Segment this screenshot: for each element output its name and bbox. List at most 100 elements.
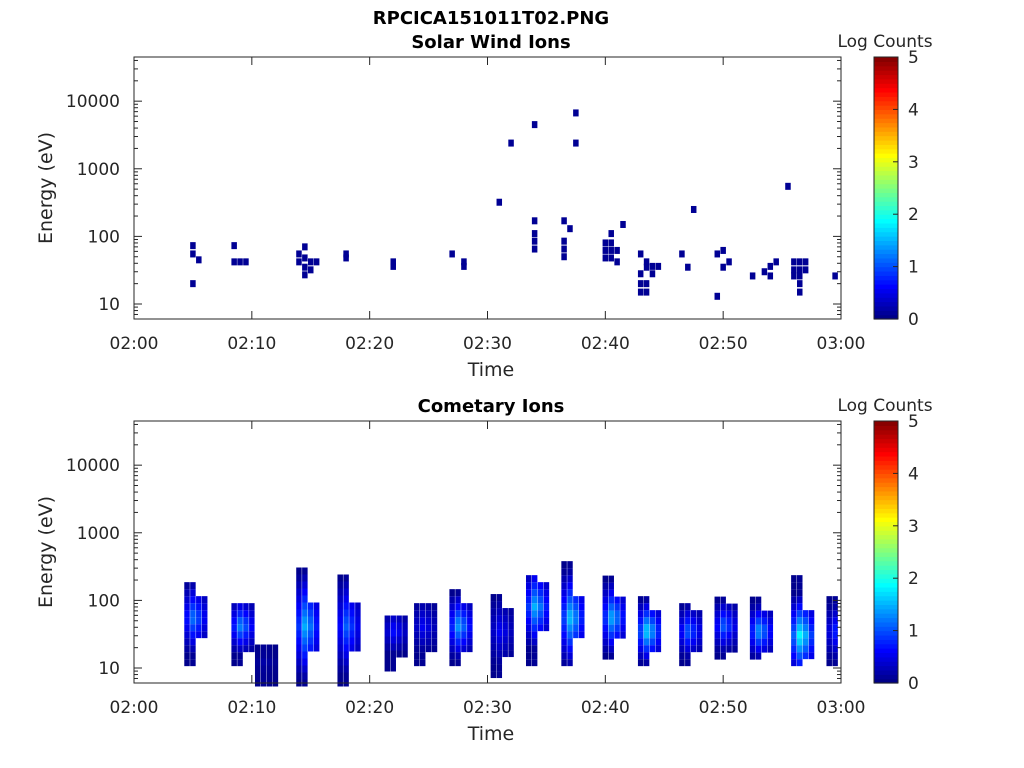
- colorbar-segment: [874, 170, 898, 176]
- heatmap-cell: [296, 672, 302, 680]
- heatmap-cell: [525, 603, 532, 611]
- heatmap-cell: [797, 603, 803, 611]
- heatmap-cell: [561, 645, 567, 653]
- heatmap-cell: [414, 631, 420, 639]
- heatmap-cell: [525, 617, 532, 625]
- heatmap-cell: [767, 617, 774, 625]
- heatmap-cell: [296, 665, 302, 673]
- heatmap-cell: [826, 610, 832, 618]
- heatmap-cell: [802, 631, 809, 639]
- heatmap-cell: [620, 617, 626, 625]
- heatmap-cell: [449, 631, 455, 639]
- heatmap-cell: [496, 601, 503, 609]
- heatmap-cell: [467, 631, 473, 639]
- x-tick-label: 02:30: [463, 334, 512, 354]
- heatmap-cell: [802, 266, 809, 274]
- heatmap-cell: [302, 672, 308, 680]
- heatmap-cell: [614, 603, 620, 611]
- heatmap-cell: [649, 638, 656, 646]
- heatmap-cell: [637, 659, 644, 667]
- colorbar-segment: [874, 279, 898, 285]
- heatmap-cell: [461, 631, 467, 639]
- heatmap-cell: [502, 629, 508, 637]
- heatmap-cell: [531, 575, 538, 583]
- heatmap-cell: [690, 645, 697, 653]
- heatmap-cell: [249, 610, 255, 618]
- heatmap-cell: [496, 657, 503, 665]
- heatmap-cell: [231, 624, 237, 632]
- heatmap-cell: [567, 603, 573, 611]
- heatmap-cell: [685, 659, 691, 667]
- heatmap-cell: [808, 610, 815, 618]
- heatmap-cell: [254, 651, 261, 659]
- colorbar-tick-label: 0: [908, 310, 919, 330]
- heatmap-cell: [525, 582, 532, 590]
- heatmap-cell: [384, 657, 391, 665]
- heatmap-cell: [461, 258, 467, 266]
- heatmap-cell: [455, 617, 461, 625]
- heatmap-cell: [461, 262, 467, 270]
- heatmap-cell: [190, 610, 196, 618]
- heatmap-cell: [602, 617, 609, 625]
- heatmap-cell: [508, 139, 514, 147]
- heatmap-cell: [531, 245, 538, 253]
- heatmap-cell: [337, 658, 343, 666]
- heatmap-cell: [608, 589, 614, 597]
- heatmap-cell: [767, 272, 774, 280]
- colorbar-segment: [874, 297, 898, 303]
- heatmap-cell: [296, 658, 302, 666]
- heatmap-cell: [791, 617, 797, 625]
- x-tick-label: 02:50: [699, 698, 748, 718]
- heatmap-cell: [196, 610, 202, 618]
- heatmap-cell: [343, 581, 349, 589]
- x-tick-label: 02:10: [227, 698, 276, 718]
- heatmap-cell: [461, 638, 467, 646]
- heatmap-cell: [543, 624, 550, 632]
- colorbar-label-solar-wind: Log Counts: [837, 32, 932, 52]
- heatmap-cell: [414, 617, 420, 625]
- heatmap-cell: [832, 631, 838, 639]
- heatmap-cell: [749, 645, 756, 653]
- heatmap-cell: [685, 652, 691, 660]
- colorbar-segment: [874, 135, 898, 141]
- heatmap-cell: [390, 622, 396, 630]
- heatmap-cell: [608, 246, 614, 254]
- heatmap-cell: [237, 624, 243, 632]
- plot-frame-solar-wind: [133, 56, 842, 320]
- heatmap-cell: [384, 650, 391, 658]
- heatmap-cell: [602, 575, 609, 583]
- heatmap-cell: [525, 652, 532, 660]
- heatmap-cell: [720, 603, 726, 611]
- heatmap-cell: [808, 652, 815, 660]
- figure-title: RPCICA151011T02.PNG: [373, 8, 609, 29]
- heatmap-cell: [337, 630, 343, 638]
- heatmap-cell: [561, 610, 567, 618]
- heatmap-cell: [832, 272, 838, 280]
- colorbar-segment: [874, 473, 898, 479]
- heatmap-cell: [561, 617, 567, 625]
- heatmap-cell: [502, 650, 508, 658]
- heatmap-cell: [343, 609, 349, 617]
- heatmap-cell: [696, 645, 703, 653]
- heatmap-cell: [749, 272, 756, 280]
- heatmap-cell: [608, 610, 614, 618]
- heatmap-cell: [313, 623, 320, 631]
- heatmap-cell: [414, 603, 420, 611]
- heatmap-cell: [449, 603, 455, 611]
- heatmap-cell: [696, 638, 703, 646]
- heatmap-cell: [313, 609, 320, 617]
- heatmap-cell: [390, 262, 396, 270]
- colorbar-segment: [874, 227, 898, 233]
- heatmap-cell: [685, 610, 691, 618]
- colorbar-segment: [874, 438, 898, 444]
- heatmap-cell: [419, 638, 426, 646]
- heatmap-cell: [726, 258, 732, 266]
- heatmap-cell: [414, 645, 420, 653]
- colorbar-frame: [873, 420, 899, 684]
- heatmap-cell: [508, 636, 514, 644]
- heatmap-cell: [797, 272, 803, 280]
- heatmap-cell: [231, 659, 237, 667]
- heatmap-cell: [808, 645, 815, 653]
- heatmap-cell: [720, 638, 726, 646]
- heatmap-cell: [249, 603, 255, 611]
